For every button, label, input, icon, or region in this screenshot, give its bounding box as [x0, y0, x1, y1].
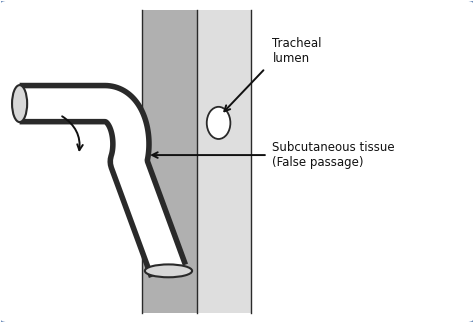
- Ellipse shape: [145, 265, 192, 277]
- Ellipse shape: [12, 85, 27, 122]
- Bar: [143, 10, 197, 313]
- Text: Tracheal
lumen: Tracheal lumen: [273, 37, 322, 65]
- Bar: [197, 10, 251, 313]
- Ellipse shape: [207, 107, 230, 139]
- Text: Subcutaneous tissue
(False passage): Subcutaneous tissue (False passage): [273, 141, 395, 169]
